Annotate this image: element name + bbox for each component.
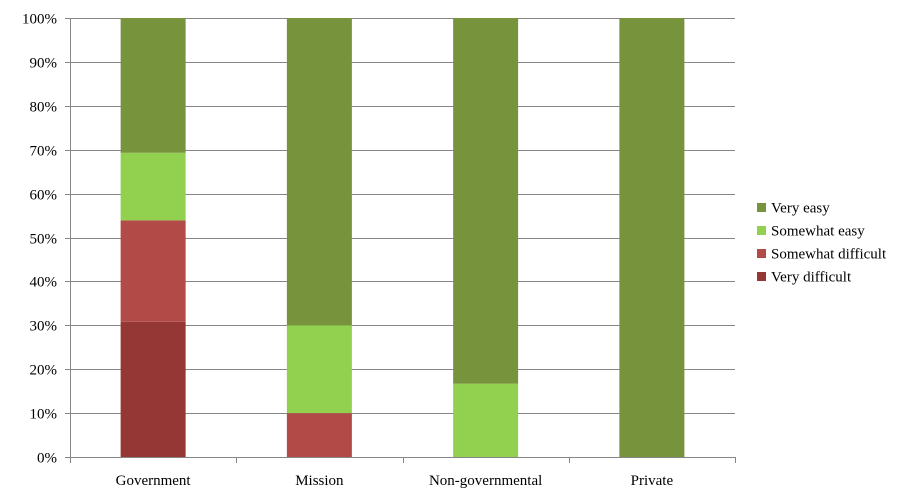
bar-segment-somewhat-easy: [453, 383, 519, 457]
legend-label: Very easy: [771, 201, 830, 217]
y-tick-label: 30%: [30, 319, 58, 335]
legend-label: Somewhat easy: [771, 224, 865, 240]
y-tick-label: 20%: [30, 363, 58, 379]
x-tick-label: Government: [116, 473, 192, 489]
y-tick-label: 70%: [30, 144, 58, 160]
y-tick-label: 80%: [30, 100, 58, 116]
axes: [70, 18, 736, 463]
y-tick-label: 10%: [30, 407, 58, 423]
bar-segment-very-easy: [453, 18, 519, 384]
x-tick-labels: Government Mission Non-governmental Private: [116, 473, 674, 489]
bars: [120, 18, 685, 457]
legend-label: Somewhat difficult: [771, 247, 887, 263]
bar-segment-very-easy: [286, 18, 352, 326]
legend-swatch: [757, 272, 766, 281]
y-tick-labels: 0% 10% 20% 30% 40% 50% 60% 70% 80% 90% 100%: [22, 12, 57, 467]
legend-swatch: [757, 203, 766, 212]
x-tick-label: Private: [631, 473, 674, 489]
y-tick-label: 100%: [22, 12, 57, 28]
legend: Very easy Somewhat easy Somewhat difficult…: [757, 201, 887, 286]
y-tick-label: 40%: [30, 275, 58, 291]
y-tick-label: 60%: [30, 188, 58, 204]
legend-swatch: [757, 249, 766, 258]
y-tick-label: 0%: [37, 451, 57, 467]
bar-segment-very-easy: [619, 18, 685, 457]
x-tick-label: Mission: [295, 473, 344, 489]
bar-segment-somewhat-difficult: [120, 220, 186, 322]
y-tick-label: 90%: [30, 56, 58, 72]
bar-segment-very-easy: [120, 18, 186, 153]
legend-swatch: [757, 226, 766, 235]
bar-segment-very-difficult: [120, 321, 186, 457]
bar-segment-somewhat-easy: [120, 152, 186, 221]
bar-segment-somewhat-easy: [286, 325, 352, 414]
y-tick-label: 50%: [30, 232, 58, 248]
x-tick-label: Non-governmental: [429, 473, 542, 489]
bar-segment-somewhat-difficult: [286, 413, 352, 457]
legend-label: Very difficult: [771, 270, 852, 286]
